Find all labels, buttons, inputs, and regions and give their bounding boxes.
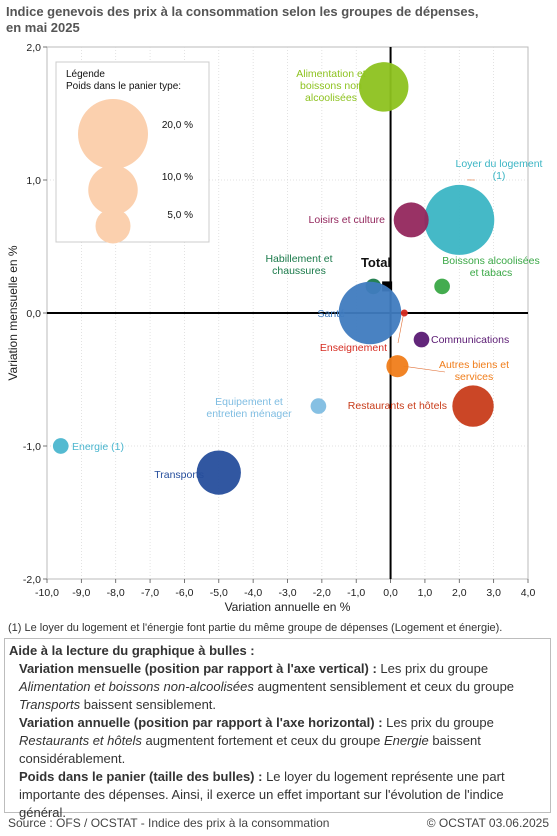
help-paragraph-annual: Variation annuelle (position par rapport… bbox=[19, 715, 494, 766]
bubble-boissons-alcoolisees-et-tabacs bbox=[434, 278, 450, 295]
x-tick-label: -9,0 bbox=[72, 587, 90, 599]
legend-title: Légende bbox=[66, 69, 105, 80]
y-axis-label: Variation mensuelle en % bbox=[6, 245, 20, 381]
x-tick-label: 4,0 bbox=[521, 587, 536, 599]
bubble-enseignement bbox=[400, 309, 408, 317]
x-tick-label: -6,0 bbox=[175, 587, 193, 599]
label-alimentation-line-3: alcoolisées bbox=[305, 92, 357, 104]
x-tick-label: -5,0 bbox=[210, 587, 228, 599]
total-marker bbox=[382, 281, 393, 292]
label-sante: Santé bbox=[318, 308, 346, 320]
x-tick-label: 0,0 bbox=[383, 587, 398, 599]
x-tick-label: 3,0 bbox=[486, 587, 501, 599]
bubble-energie-1 bbox=[52, 438, 69, 454]
label-alimentation-line-1: Alimentation et bbox=[296, 68, 366, 80]
bubble-sante bbox=[338, 281, 402, 345]
bubble-alimentation-et-boissons-non-alcoolisees bbox=[358, 62, 409, 112]
label-energie: Energie (1) bbox=[72, 441, 124, 453]
chart-title: Indice genevois des prix à la consommati… bbox=[6, 4, 478, 36]
y-tick-label: 2,0 bbox=[26, 42, 41, 54]
x-tick-label: -7,0 bbox=[141, 587, 159, 599]
bubble-restaurants-et-hotels bbox=[452, 385, 494, 427]
label-habillement-line-1: Habillement et bbox=[265, 253, 332, 265]
label-total: Total bbox=[361, 255, 391, 270]
y-tick-label: -2,0 bbox=[23, 574, 41, 586]
label-alimentation-line-2: boissons non bbox=[300, 80, 362, 92]
bubble-communications bbox=[413, 331, 430, 348]
title-line-1: Indice genevois des prix à la consommati… bbox=[6, 4, 479, 19]
bubble-loyer-du-logement-1 bbox=[424, 184, 495, 255]
x-tick-label: -4,0 bbox=[244, 587, 262, 599]
label-enseignement: Enseignement bbox=[320, 342, 387, 354]
label-communications: Communications bbox=[431, 334, 509, 346]
legend-bubble bbox=[88, 165, 138, 215]
label-loyer-line-1: Loyer du logement bbox=[456, 158, 543, 170]
legend-bubble bbox=[78, 99, 148, 169]
label-equipement-line-1: Equipement et bbox=[215, 396, 283, 408]
label-autres-line-2: services bbox=[455, 371, 494, 383]
label-boissons-line-1: Boissons alcoolisées bbox=[442, 255, 539, 267]
title-line-2: en mai 2025 bbox=[6, 20, 80, 35]
label-habillement-line-2: chaussures bbox=[272, 265, 326, 277]
footnote: (1) Le loyer du logement et l'énergie fo… bbox=[8, 622, 503, 634]
reading-help-box: Aide à la lecture du graphique à bulles … bbox=[4, 638, 551, 820]
x-tick-label: -2,0 bbox=[313, 587, 331, 599]
legend-bubble bbox=[95, 208, 131, 244]
help-paragraph-weight: Poids dans le panier (taille des bulles)… bbox=[19, 769, 505, 820]
x-tick-label: 2,0 bbox=[452, 587, 467, 599]
y-tick-label: 1,0 bbox=[26, 175, 41, 187]
x-tick-label: -8,0 bbox=[107, 587, 125, 599]
bubble-equipement-et-entretien-menager bbox=[310, 398, 327, 414]
bubble-loisirs-et-culture bbox=[393, 202, 429, 238]
y-tick-label: -1,0 bbox=[23, 441, 41, 453]
leader-line-2 bbox=[403, 365, 446, 373]
label-boissons-line-2: et tabacs bbox=[470, 267, 513, 279]
legend-label: 5,0 % bbox=[167, 210, 193, 221]
label-loyer-line-2: (1) bbox=[493, 170, 506, 182]
copyright-text: © OCSTAT 03.06.2025 bbox=[426, 816, 549, 830]
y-tick-label: 0,0 bbox=[26, 308, 41, 320]
source-text: Source : OFS / OCSTAT - Indice des prix … bbox=[8, 816, 330, 830]
help-heading: Aide à la lecture du graphique à bulles … bbox=[9, 643, 255, 658]
bubble-transports bbox=[196, 450, 241, 495]
x-tick-label: -1,0 bbox=[347, 587, 365, 599]
x-axis-label: Variation annuelle en % bbox=[225, 600, 351, 614]
x-tick-label: -3,0 bbox=[278, 587, 296, 599]
label-restaurants: Restaurants et hôtels bbox=[348, 400, 447, 412]
help-paragraph-monthly: Variation mensuelle (position par rappor… bbox=[19, 661, 515, 712]
legend-label: 20,0 % bbox=[162, 120, 193, 131]
legend-subtitle: Poids dans le panier type: bbox=[66, 81, 181, 92]
bubble-chart: -10,0 -9,0 -8,0 -7,0 -6,0 -5,0 -4,0 -3,0 -2,0 -1,… bbox=[6, 42, 543, 614]
label-loisirs: Loisirs et culture bbox=[309, 214, 386, 226]
bubble-autres-biens-et-services bbox=[386, 355, 409, 378]
x-tick-label: -10,0 bbox=[35, 587, 59, 599]
label-autres-line-1: Autres biens et bbox=[439, 359, 509, 371]
x-tick-label: 1,0 bbox=[418, 587, 433, 599]
label-transports: Transports bbox=[154, 469, 204, 481]
legend-label: 10,0 % bbox=[162, 172, 193, 183]
label-equipement-line-2: entretien ménager bbox=[206, 408, 292, 420]
